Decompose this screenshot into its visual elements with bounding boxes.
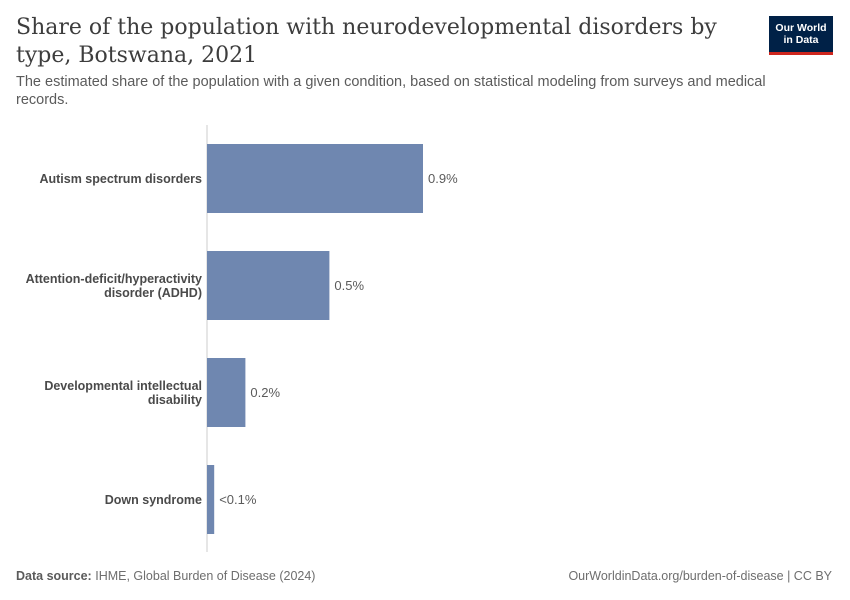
category-label: disability	[148, 393, 202, 407]
owid-logo[interactable]: Our World in Data	[769, 16, 833, 55]
bar	[207, 144, 423, 213]
data-source-text: IHME, Global Burden of Disease (2024)	[95, 569, 316, 583]
footer-link[interactable]: OurWorldinData.org/burden-of-disease | C…	[568, 569, 832, 583]
value-label: 0.5%	[334, 278, 364, 293]
bar	[207, 251, 330, 320]
chart-title: Share of the population with neurodevelo…	[16, 15, 717, 68]
logo-line-1: Our World	[775, 22, 827, 34]
category-label: Down syndrome	[105, 493, 202, 507]
bar	[207, 465, 215, 534]
logo-line-2: in Data	[783, 34, 819, 46]
data-source: Data source: IHME, Global Burden of Dise…	[16, 569, 315, 583]
value-label: <0.1%	[219, 492, 257, 507]
category-label: Autism spectrum disorders	[39, 172, 202, 186]
category-label: disorder (ADHD)	[104, 286, 202, 300]
category-label: Developmental intellectual	[44, 379, 202, 393]
value-label: 0.2%	[250, 385, 280, 400]
value-label: 0.9%	[428, 171, 458, 186]
data-source-label: Data source:	[16, 569, 92, 583]
chart-subtitle: The estimated share of the population wi…	[16, 74, 766, 108]
bar	[207, 358, 246, 427]
category-label: Attention-deficit/hyperactivity	[26, 272, 202, 286]
